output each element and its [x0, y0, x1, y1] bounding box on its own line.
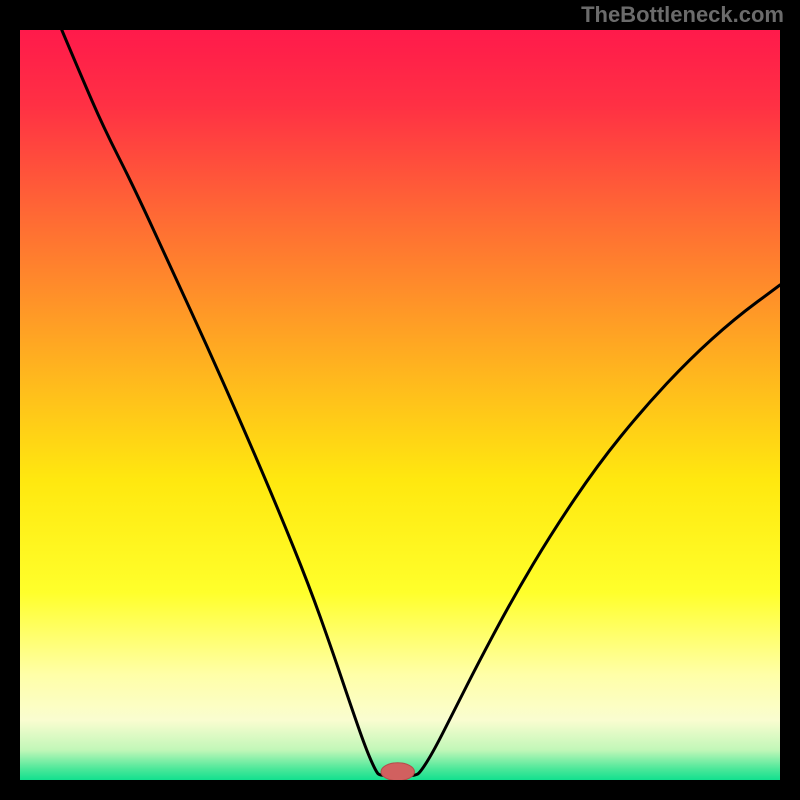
watermark-text: TheBottleneck.com — [581, 2, 784, 28]
optimum-marker — [381, 763, 414, 780]
chart-container: TheBottleneck.com — [0, 0, 800, 800]
plot-area — [20, 30, 780, 780]
gradient-background — [20, 30, 780, 780]
plot-svg — [20, 30, 780, 780]
